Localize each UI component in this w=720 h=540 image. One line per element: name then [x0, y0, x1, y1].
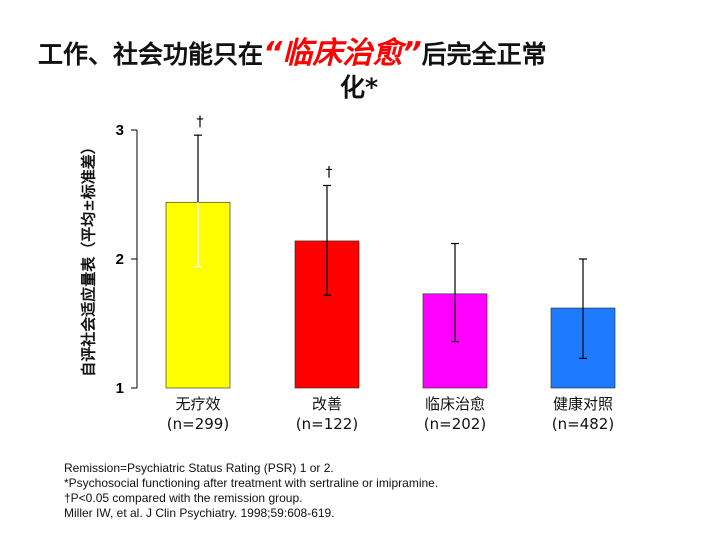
- slide-title: 工作、社会功能只在“临床治愈”后完全正常: [38, 28, 547, 72]
- y-tick-label: 2: [116, 251, 124, 268]
- category-name: 无疗效: [175, 395, 221, 413]
- category-label: 临床治愈 (n=202): [380, 394, 530, 434]
- category-label: 健康对照 (n=482): [508, 394, 658, 434]
- category-n: (n=202): [423, 415, 487, 433]
- significance-marker: †: [326, 164, 333, 180]
- footnote-significance: †P<0.05 compared with the remission grou…: [64, 491, 303, 505]
- category-n: (n=482): [551, 415, 615, 433]
- category-name: 健康对照: [552, 395, 613, 413]
- slide-title-line2: 化*: [340, 73, 379, 102]
- category-name: 改善: [311, 395, 342, 413]
- category-label: 无疗效 (n=299): [123, 394, 273, 434]
- title-emphasis: “临床治愈”: [263, 36, 422, 71]
- footnote-psychosocial: *Psychosocial functioning after treatmen…: [64, 476, 439, 490]
- footnote-citation: Miller IW, et al. J Clin Psychiatry. 199…: [64, 506, 335, 520]
- footnotes: Remission=Psychiatric Status Rating (PSR…: [64, 461, 438, 521]
- title-prefix: 工作、社会功能只在: [38, 40, 264, 69]
- y-tick-label: 3: [116, 122, 124, 139]
- title-suffix: 后完全正常: [421, 40, 547, 69]
- category-n: (n=122): [295, 415, 359, 433]
- category-n: (n=299): [166, 415, 230, 433]
- footnote-remission: Remission=Psychiatric Status Rating (PSR…: [64, 461, 334, 475]
- category-label: 改善 (n=122): [252, 394, 402, 434]
- significance-marker: †: [197, 114, 204, 130]
- bar-2: [294, 240, 360, 389]
- category-name: 临床治愈: [424, 395, 485, 413]
- y-tick-label: 1: [116, 380, 124, 397]
